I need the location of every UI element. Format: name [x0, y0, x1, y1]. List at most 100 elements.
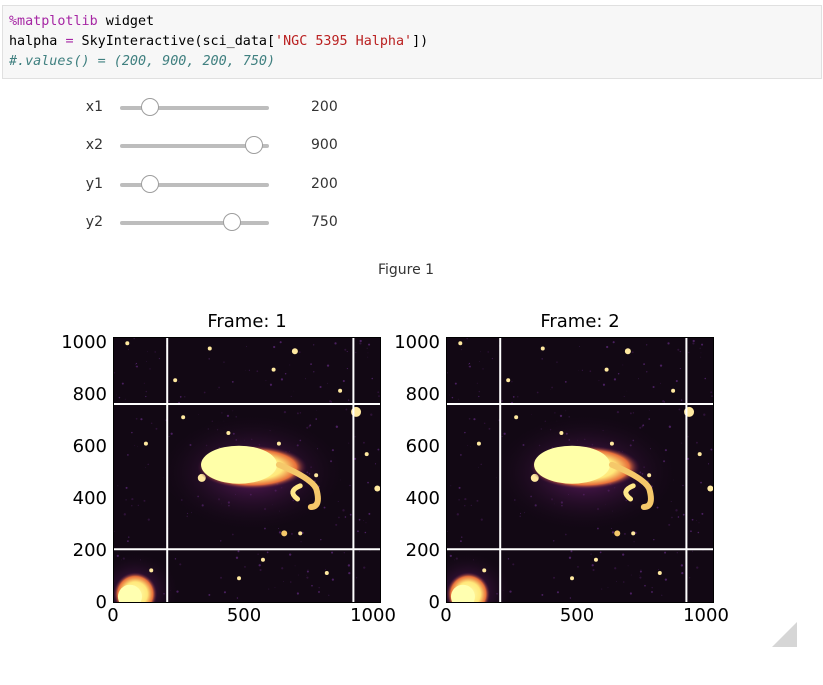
noise-pixel: [320, 538, 322, 541]
noise-pixel: [536, 391, 539, 394]
code-editor[interactable]: %matplotlib widget halpha = SkyInteracti…: [3, 6, 821, 72]
y-tick-label: 200: [72, 540, 107, 561]
noise-pixel: [374, 463, 377, 465]
noise-pixel: [319, 385, 322, 389]
noise-pixel: [639, 574, 640, 576]
noise-pixel: [487, 351, 489, 353]
noise-pixel: [218, 386, 220, 389]
slider-y2: y2 750: [0, 211, 400, 235]
slider-value: 750: [311, 214, 338, 230]
y-tick-label: 600: [72, 436, 107, 457]
star: [173, 378, 178, 383]
noise-pixel: [217, 389, 219, 390]
y-tick-label: 1000: [61, 332, 107, 353]
noise-pixel: [331, 551, 334, 554]
code-cell[interactable]: %matplotlib widget halpha = SkyInteracti…: [2, 5, 822, 79]
noise-pixel: [378, 395, 380, 397]
slider-y1: y1 200: [0, 173, 400, 197]
noise-pixel: [137, 504, 139, 507]
slider-handle[interactable]: [222, 213, 241, 231]
noise-pixel: [150, 422, 153, 425]
noise-pixel: [556, 591, 559, 594]
noise-pixel: [127, 454, 129, 456]
noise-pixel: [289, 553, 292, 556]
resize-handle-icon[interactable]: [772, 622, 797, 647]
noise-pixel: [174, 558, 177, 560]
noise-pixel: [220, 540, 222, 542]
noise-pixel: [283, 581, 284, 582]
slider-handle[interactable]: [140, 175, 159, 193]
noise-pixel: [265, 380, 267, 382]
noise-pixel: [668, 425, 672, 429]
galaxy-core: [201, 445, 278, 484]
slider-track[interactable]: [120, 175, 269, 193]
star: [559, 431, 564, 436]
noise-pixel: [145, 390, 148, 393]
noise-pixel: [354, 457, 357, 460]
code-comment: #.values() = (200, 900, 200, 750): [9, 54, 276, 69]
noise-pixel: [622, 581, 625, 583]
noise-pixel: [289, 364, 291, 366]
noise-pixel: [691, 518, 694, 521]
noise-pixel: [114, 530, 115, 533]
noise-pixel: [638, 378, 639, 380]
noise-pixel: [564, 533, 567, 536]
code-text: widget: [97, 14, 155, 29]
noise-pixel: [480, 518, 483, 521]
noise-pixel: [660, 382, 661, 384]
star: [237, 576, 242, 581]
star: [281, 530, 288, 537]
galaxy-core: [534, 445, 611, 484]
noise-pixel: [468, 417, 471, 420]
noise-pixel: [154, 351, 156, 353]
noise-pixel: [367, 481, 369, 484]
noise-pixel: [483, 422, 486, 425]
noise-pixel: [710, 448, 713, 451]
noise-pixel: [659, 364, 663, 367]
slider-track[interactable]: [120, 213, 269, 231]
noise-pixel: [590, 553, 592, 555]
noise-pixel: [458, 499, 460, 501]
noise-pixel: [368, 512, 371, 515]
noise-pixel: [168, 399, 171, 402]
noise-pixel: [117, 485, 119, 487]
noise-pixel: [208, 358, 210, 360]
slider-handle[interactable]: [140, 98, 159, 116]
noise-pixel: [178, 381, 180, 383]
noise-pixel: [473, 418, 476, 421]
code-string: 'NGC 5395 Halpha': [275, 34, 413, 49]
noise-pixel: [342, 379, 345, 383]
code-text: SkyInteractive(sci_data[: [73, 34, 276, 49]
frame-2-image[interactable]: [446, 337, 714, 603]
noise-pixel: [701, 343, 704, 346]
noise-pixel: [491, 358, 493, 360]
noise-pixel: [137, 446, 139, 448]
star: [707, 485, 713, 492]
noise-pixel: [237, 550, 240, 553]
noise-pixel: [359, 342, 362, 345]
slider-track[interactable]: [120, 98, 269, 116]
slider-track[interactable]: [120, 136, 269, 154]
noise-pixel: [668, 523, 671, 526]
noise-pixel: [553, 540, 555, 542]
noise-pixel: [464, 431, 466, 434]
slider-label: x1: [85, 99, 103, 115]
noise-pixel: [579, 346, 580, 348]
noise-pixel: [447, 372, 449, 374]
noise-pixel: [649, 410, 650, 412]
frame-1-image[interactable]: [113, 337, 381, 603]
noise-pixel: [703, 413, 706, 416]
star: [298, 531, 303, 536]
noise-pixel: [223, 361, 225, 363]
noise-pixel: [687, 457, 690, 460]
noise-pixel: [245, 369, 246, 371]
noise-pixel: [346, 368, 348, 370]
y-tick-label: 200: [405, 540, 440, 561]
star: [570, 576, 575, 581]
star: [374, 485, 380, 492]
frame-title: Frame: 2: [540, 311, 620, 332]
noise-pixel: [640, 569, 642, 571]
slider-handle[interactable]: [245, 136, 264, 154]
noise-pixel: [692, 342, 695, 345]
noise-pixel: [456, 513, 460, 516]
